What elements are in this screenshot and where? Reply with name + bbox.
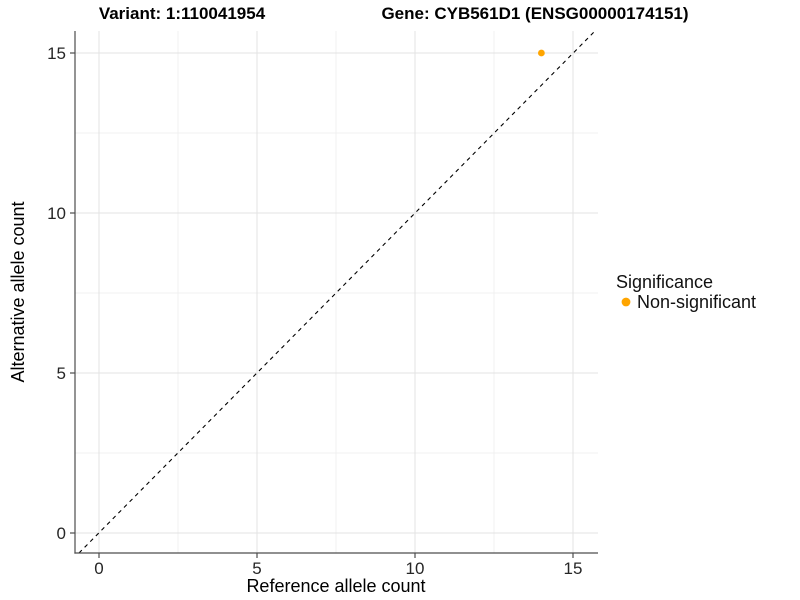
legend-item-label: Non-significant [637,292,756,312]
y-axis-title: Alternative allele count [8,201,28,382]
x-axis-title: Reference allele count [246,576,425,596]
x-tick-label: 0 [94,559,103,578]
legend-swatch-circle [621,297,631,307]
x-tick-labels: 0 5 10 15 [94,559,582,578]
y-tick-label: 5 [57,364,66,383]
y-tick-marks [70,52,75,534]
data-point [538,49,545,57]
x-tick-marks [98,553,574,558]
y-tick-label: 15 [47,44,66,63]
variant-title: Variant: 1:110041954 [99,4,266,23]
x-tick-label: 5 [252,559,261,578]
legend: Significance Non-significant [616,272,756,312]
legend-title: Significance [616,272,713,292]
identity-reference-line [78,30,596,554]
y-tick-labels: 15 10 5 0 [47,44,66,543]
y-tick-label: 0 [57,524,66,543]
gene-title: Gene: CYB561D1 (ENSG00000174151) [381,4,688,23]
x-tick-label: 15 [564,559,583,578]
x-tick-label: 10 [406,559,425,578]
y-tick-label: 10 [47,204,66,223]
grid-minor [75,31,598,553]
grid-major [75,31,598,553]
